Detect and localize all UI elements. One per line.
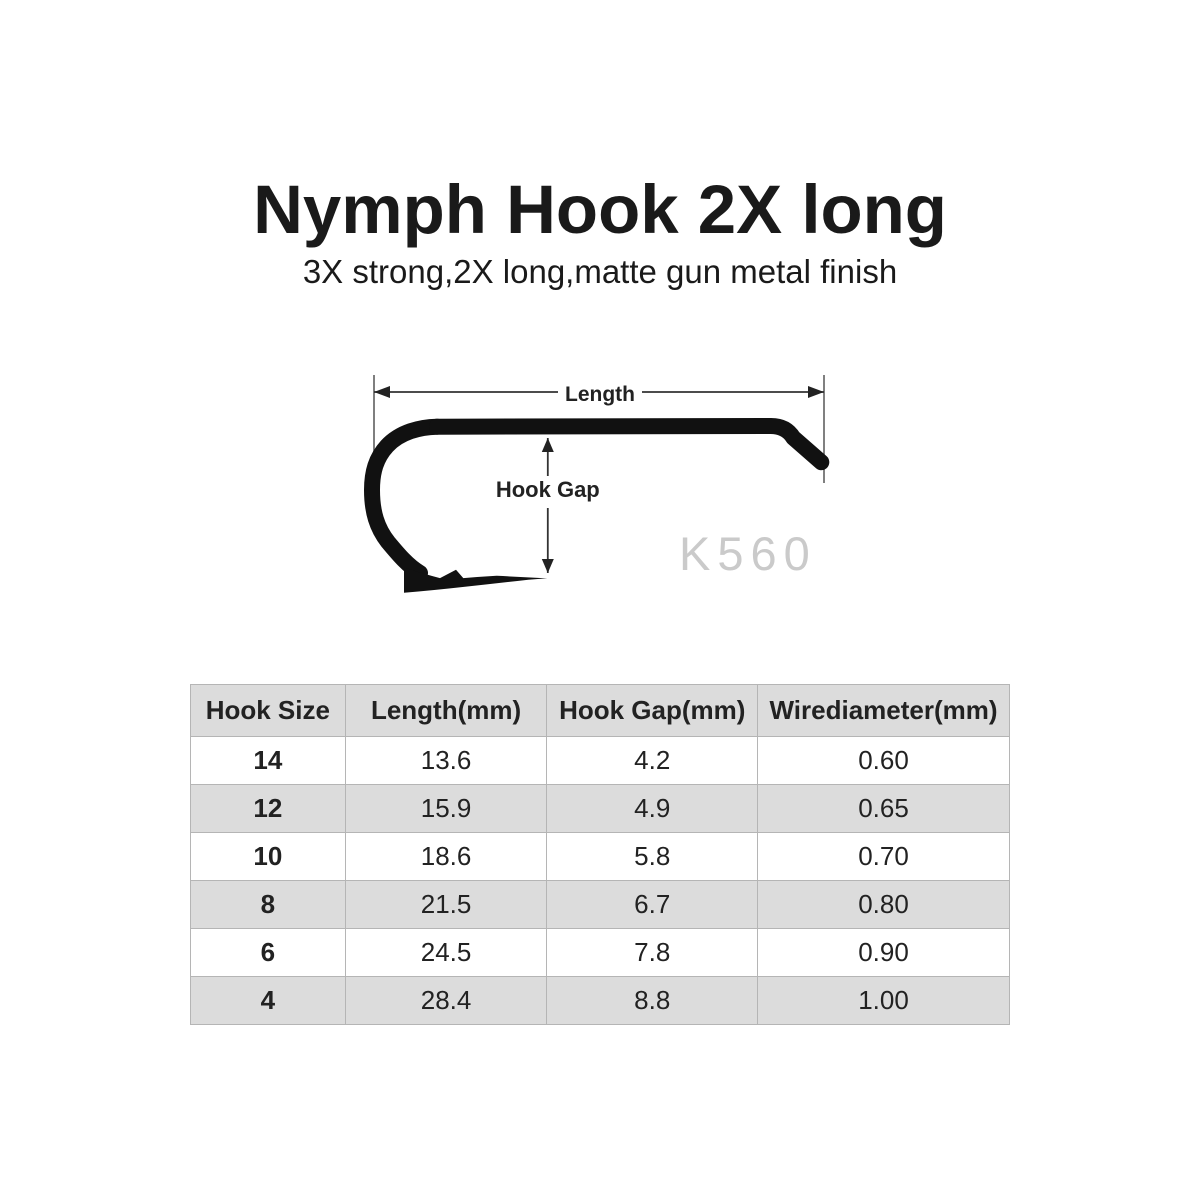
svg-text:Hook Gap: Hook Gap — [496, 477, 600, 502]
svg-text:K560: K560 — [679, 527, 817, 580]
svg-text:Length: Length — [565, 383, 635, 406]
